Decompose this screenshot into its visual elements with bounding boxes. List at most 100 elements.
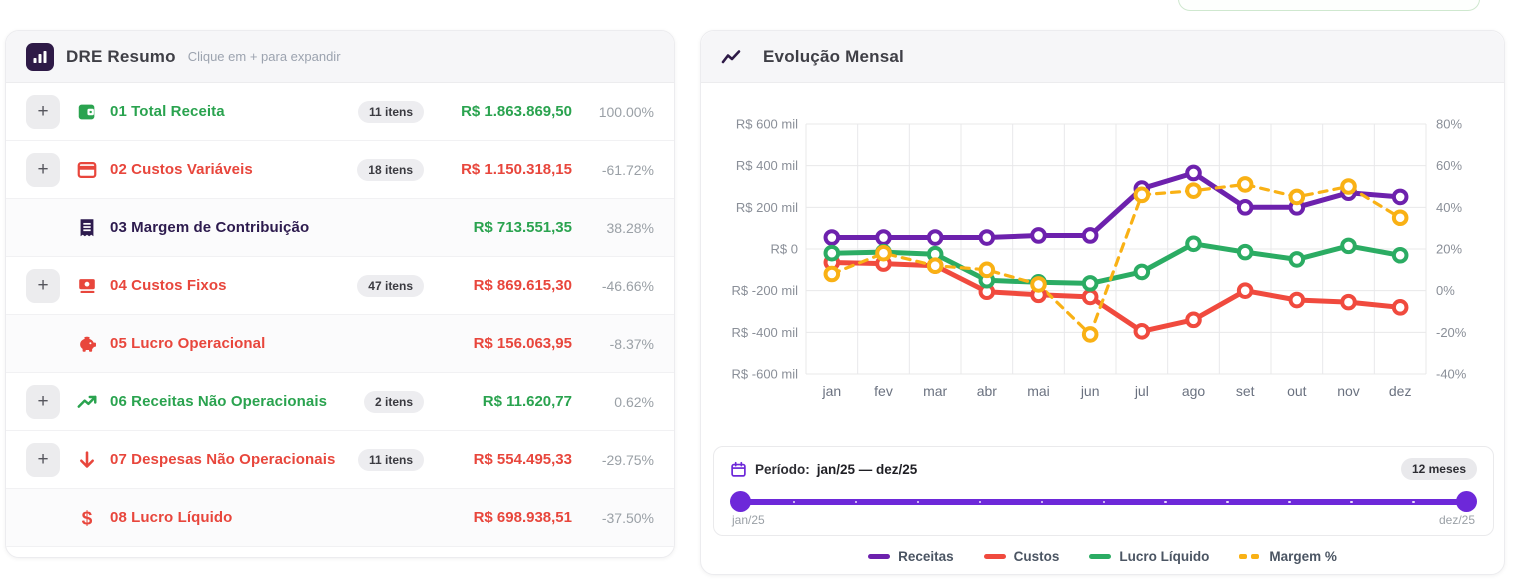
left-axis-tick: R$ 200 mil xyxy=(736,200,798,215)
legend-swatch xyxy=(1089,554,1112,559)
data-point[interactable] xyxy=(1185,235,1202,253)
x-axis-month-label: abr xyxy=(977,383,998,399)
dre-row-07[interactable]: +07 Despesas Não Operacionais 11 itens R$ … xyxy=(6,431,674,489)
row-percentage: 38.28% xyxy=(606,219,654,236)
dre-row-01[interactable]: +01 Total Receita 11 itens R$ 1.863.869,50… xyxy=(6,83,674,141)
period-min-label: jan/25 xyxy=(732,513,765,527)
data-point[interactable] xyxy=(823,229,841,246)
data-point[interactable] xyxy=(1030,227,1047,244)
data-point[interactable] xyxy=(1288,188,1306,206)
data-point[interactable] xyxy=(1340,178,1357,195)
data-point[interactable] xyxy=(823,244,841,262)
x-axis-month-label: fev xyxy=(874,383,893,399)
slider-tick-dot xyxy=(1102,500,1105,504)
data-point[interactable] xyxy=(823,265,841,283)
data-point[interactable] xyxy=(1340,237,1357,255)
dre-row-06[interactable]: +06 Receitas Não Operacionais 2 itens R$ 1… xyxy=(6,373,674,431)
legend-item-margem-[interactable]: Margem % xyxy=(1239,549,1337,564)
data-point[interactable] xyxy=(1391,246,1409,264)
line-chart-icon xyxy=(721,47,741,67)
period-months-badge: 12 meses xyxy=(1400,458,1477,480)
chart-header: Evolução Mensal xyxy=(701,31,1504,83)
x-axis-month-label: mai xyxy=(1027,383,1050,399)
data-point[interactable] xyxy=(1185,182,1202,199)
dre-row-05[interactable]: 05 Lucro Operacional R$ 156.063,95 -8.37% xyxy=(6,315,674,373)
right-axis-tick: -20% xyxy=(1436,325,1467,340)
legend-item-custos[interactable]: Custos xyxy=(983,549,1060,564)
data-point[interactable] xyxy=(1340,293,1357,311)
data-point[interactable] xyxy=(1236,282,1254,299)
dre-row-08[interactable]: $08 Lucro Líquido R$ 698.938,51 -37.50% xyxy=(6,489,674,547)
period-slider-track[interactable] xyxy=(732,499,1475,505)
dre-row-02[interactable]: +02 Custos Variáveis 18 itens R$ 1.150.318… xyxy=(6,141,674,199)
data-point[interactable] xyxy=(978,261,996,279)
legend-swatch xyxy=(983,554,1006,559)
dre-rows: +01 Total Receita 11 itens R$ 1.863.869,50… xyxy=(6,83,674,547)
row-value: R$ 1.863.869,50 xyxy=(461,103,572,120)
row-value: R$ 698.938,51 xyxy=(473,509,572,526)
dre-summary-panel: DRE Resumo Clique em + para expandir +01… xyxy=(5,30,675,558)
left-axis-tick: R$ 0 xyxy=(771,242,798,257)
data-point[interactable] xyxy=(875,244,892,262)
legend-label: Custos xyxy=(1013,549,1060,564)
expand-button[interactable]: + xyxy=(26,152,60,187)
row-label: 02 Custos Variáveis xyxy=(110,161,253,178)
items-count-badge: 2 itens xyxy=(363,390,424,413)
data-point[interactable] xyxy=(1081,288,1099,306)
row-value: R$ 156.063,95 xyxy=(473,335,572,352)
series-line-receitas xyxy=(829,170,1403,240)
data-point[interactable] xyxy=(1185,164,1202,182)
left-axis-tick: R$ 600 mil xyxy=(736,117,798,132)
expand-button[interactable]: + xyxy=(26,94,60,129)
arrow-down-icon xyxy=(76,449,98,471)
data-point[interactable] xyxy=(1288,291,1306,309)
row-label: 04 Custos Fixos xyxy=(110,277,227,294)
items-count-badge: 11 itens xyxy=(357,448,424,471)
data-point[interactable] xyxy=(1081,326,1099,343)
period-label: Período: xyxy=(755,461,810,477)
expand-button[interactable]: + xyxy=(26,442,60,477)
data-point[interactable] xyxy=(1236,243,1254,261)
dre-row-03[interactable]: 03 Margem de Contribuição R$ 713.551,35 38… xyxy=(6,199,674,257)
data-point[interactable] xyxy=(1391,209,1409,227)
data-point[interactable] xyxy=(1030,276,1047,293)
data-point[interactable] xyxy=(1236,176,1254,193)
row-percentage: -8.37% xyxy=(609,335,654,352)
data-point[interactable] xyxy=(1236,199,1254,216)
x-axis-month-label: jul xyxy=(1134,383,1149,399)
data-point[interactable] xyxy=(1185,311,1202,329)
data-point[interactable] xyxy=(926,229,944,246)
data-point[interactable] xyxy=(1133,186,1151,204)
data-point[interactable] xyxy=(1133,263,1151,281)
slider-tick-dot xyxy=(978,500,982,504)
left-axis-tick: R$ -200 mil xyxy=(732,283,799,298)
data-point[interactable] xyxy=(1081,275,1099,292)
evolution-line-chart: R$ 600 mil 80% R$ 400 mil 60% R$ 200 mil 40% R… xyxy=(732,117,1467,400)
x-axis-month-label: ago xyxy=(1182,383,1206,399)
x-axis-month-label: dez xyxy=(1389,383,1412,399)
data-point[interactable] xyxy=(978,229,996,246)
chart-title: Evolução Mensal xyxy=(763,46,904,66)
data-point[interactable] xyxy=(926,257,944,274)
right-axis-tick: 0% xyxy=(1436,283,1455,298)
expand-button[interactable]: + xyxy=(26,384,60,419)
data-point[interactable] xyxy=(1391,299,1409,316)
x-axis-month-label: nov xyxy=(1337,383,1360,399)
row-label: 07 Despesas Não Operacionais xyxy=(110,451,336,468)
data-point[interactable] xyxy=(1133,322,1151,340)
legend-item-receitas[interactable]: Receitas xyxy=(868,549,954,564)
series-line-lucro-l-quido xyxy=(829,241,1403,286)
data-point[interactable] xyxy=(1391,188,1409,206)
data-point[interactable] xyxy=(1288,251,1306,268)
legend-label: Margem % xyxy=(1269,549,1337,564)
legend-item-lucro-l-quido[interactable]: Lucro Líquido xyxy=(1089,549,1209,564)
data-point[interactable] xyxy=(1081,227,1099,244)
expand-button[interactable]: + xyxy=(26,268,60,303)
period-slider-handle-start[interactable] xyxy=(730,491,751,512)
dollar-icon: $ xyxy=(76,507,98,529)
items-count-badge: 18 itens xyxy=(357,158,424,181)
data-point[interactable] xyxy=(875,229,892,246)
piggy-bank-icon xyxy=(76,333,98,355)
dre-row-04[interactable]: +04 Custos Fixos 47 itens R$ 869.615,30 -46… xyxy=(6,257,674,315)
period-slider-handle-end[interactable] xyxy=(1456,491,1477,512)
